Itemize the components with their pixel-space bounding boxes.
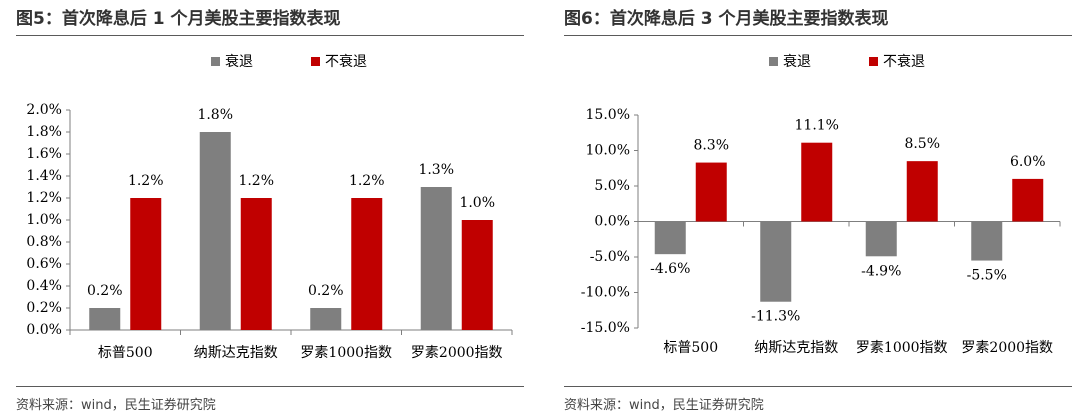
- data-label: 0.2%: [87, 283, 123, 299]
- bar-recession: [310, 308, 342, 330]
- bar-no-recession: [240, 198, 272, 330]
- data-label: 1.2%: [238, 173, 274, 189]
- x-category-label: 罗素1000指数: [300, 345, 392, 361]
- data-label: 8.3%: [693, 138, 729, 154]
- bar-recession: [760, 221, 792, 302]
- bar-chart: 衰退 不衰退 -15.0% -10.0% -5.0% 0.0% 5.0% 10.0% 15.0%…: [581, 53, 1061, 356]
- y-tick-label: 15.0%: [586, 107, 630, 123]
- data-label: 8.5%: [904, 136, 940, 152]
- legend-swatch: [211, 57, 220, 66]
- legend-swatch: [769, 57, 778, 66]
- data-label: -5.5%: [967, 268, 1007, 284]
- data-label: 1.0%: [459, 195, 495, 211]
- y-tick-label: 0.0%: [594, 214, 630, 230]
- legend-label: 不衰退: [883, 53, 925, 70]
- bar-recession: [865, 221, 897, 257]
- bar-no-recession: [906, 161, 938, 222]
- y-tick-label: 0.6%: [26, 256, 62, 272]
- data-label: 1.3%: [418, 162, 454, 178]
- data-label: 1.2%: [128, 173, 164, 189]
- x-category-label: 纳斯达克指数: [754, 340, 838, 356]
- x-category-label: 罗素2000指数: [411, 345, 503, 361]
- y-tick-label: 2.0%: [26, 102, 62, 118]
- source-rule: [564, 386, 1072, 387]
- data-label: -4.9%: [861, 263, 901, 279]
- bar-recession: [420, 187, 452, 330]
- y-tick-label: 5.0%: [594, 178, 630, 194]
- legend-label: 衰退: [225, 53, 253, 70]
- bar-no-recession: [461, 220, 493, 330]
- data-label: -4.6%: [650, 261, 690, 277]
- chart-panel-2: 图6：首次降息后 3 个月美股主要指数表现 衰退 不衰退 -15.0% -10.0% -…: [548, 0, 1078, 418]
- y-tick-label: 1.8%: [26, 124, 62, 140]
- bar-recession: [971, 221, 1003, 261]
- bar-no-recession: [130, 198, 162, 330]
- source-note: 资料来源：wind，民生证券研究院: [564, 398, 764, 413]
- y-tick-label: 1.0%: [26, 212, 62, 228]
- bar-recession: [199, 132, 231, 330]
- legend-swatch: [869, 57, 878, 66]
- source-note: 资料来源：wind，民生证券研究院: [16, 398, 216, 413]
- title-rule: [16, 35, 524, 36]
- bar-chart: 衰退 不衰退 0.0% 0.2% 0.4% 0.6% 0.8% 1.0% 1.2% 1.4% 1.6…: [26, 53, 513, 361]
- legend: 衰退 不衰退: [769, 53, 925, 70]
- source-rule: [16, 386, 524, 387]
- x-category-label: 标普500: [663, 340, 718, 356]
- y-tick-label: 1.4%: [26, 168, 62, 184]
- bar-recession: [654, 221, 686, 255]
- data-label: 1.8%: [197, 107, 233, 123]
- bar-no-recession: [1012, 178, 1044, 222]
- data-label: 6.0%: [1010, 154, 1046, 170]
- data-label: 1.2%: [349, 173, 385, 189]
- y-tick-label: 0.4%: [26, 278, 62, 294]
- y-tick-label: 10.0%: [586, 143, 630, 159]
- data-label: 11.1%: [795, 118, 839, 134]
- figure-title: 图6：首次降息后 3 个月美股主要指数表现: [564, 9, 889, 29]
- y-tick-label: 1.6%: [26, 146, 62, 162]
- x-category-label: 纳斯达克指数: [194, 345, 278, 361]
- data-label: 0.2%: [308, 283, 344, 299]
- y-tick-label: 0.8%: [26, 234, 62, 250]
- legend-swatch: [311, 57, 320, 66]
- y-tick-label: -5.0%: [590, 249, 630, 265]
- bar-no-recession: [695, 162, 727, 222]
- x-category-label: 罗素2000指数: [961, 340, 1053, 356]
- legend-label: 不衰退: [325, 53, 367, 70]
- y-tick-label: 1.2%: [26, 190, 62, 206]
- legend-label: 衰退: [783, 53, 811, 70]
- y-tick-label: -15.0%: [581, 320, 630, 336]
- y-tick-label: 0.2%: [26, 300, 62, 316]
- bar-no-recession: [351, 198, 383, 330]
- data-label: -11.3%: [751, 309, 800, 325]
- legend: 衰退 不衰退: [211, 53, 367, 70]
- y-tick-label: -10.0%: [581, 285, 630, 301]
- chart-panel-1: 图5：首次降息后 1 个月美股主要指数表现 衰退 不衰退 0.0% 0.2% 0.4% 0…: [0, 0, 530, 418]
- figure-title: 图5：首次降息后 1 个月美股主要指数表现: [16, 9, 341, 29]
- title-rule: [564, 35, 1072, 36]
- x-category-label: 罗素1000指数: [856, 340, 948, 356]
- bar-recession: [89, 308, 121, 330]
- bar-no-recession: [801, 142, 833, 222]
- y-tick-label: 0.0%: [26, 322, 62, 338]
- x-category-label: 标普500: [98, 345, 153, 361]
